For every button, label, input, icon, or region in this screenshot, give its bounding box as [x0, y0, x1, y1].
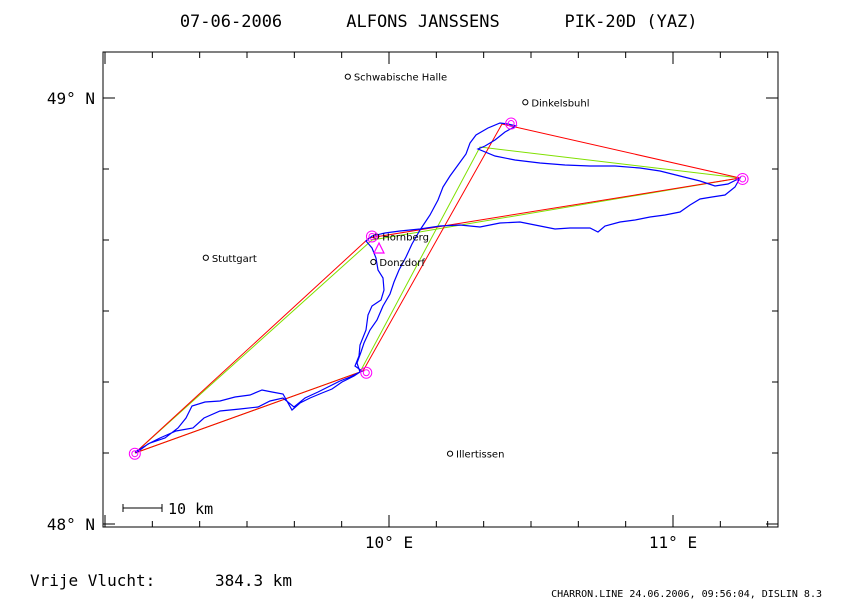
turnpoint-circle-icon: [368, 232, 376, 240]
town-dot-icon: [446, 450, 454, 457]
scale-label: 10 km: [168, 500, 213, 518]
turnpoint-circle-icon: [507, 120, 515, 128]
town-label: Stuttgart: [212, 254, 257, 265]
turnpoint-circle-icon: [365, 230, 378, 243]
town-label: Donzdorf: [379, 258, 425, 269]
lon-label-11: 11° E: [649, 533, 697, 552]
turnpoint-markers: [128, 117, 749, 460]
town-label: Hornberg: [382, 232, 429, 243]
distance-label: Vrije Vlucht:: [30, 571, 155, 590]
turnpoint-circle-icon: [505, 117, 518, 130]
town-dot-icon: [202, 254, 209, 261]
flight-track: [134, 122, 742, 454]
turnpoint-circle-icon: [360, 366, 373, 379]
map-frame: [102, 51, 779, 528]
town-label: Dinkelsbuhl: [531, 98, 589, 109]
turnpoint-circle-icon: [736, 172, 749, 185]
town-dot-icon: [522, 99, 529, 106]
turnpoint-circle-icon: [131, 450, 139, 458]
town-markers: Schwabische Halle Dinkelsbuhl Hornberg Donz…: [202, 73, 590, 461]
glider-type: PIK-20D (YAZ): [564, 12, 697, 32]
start-triangle-icon: [373, 241, 385, 254]
scale-bar: [122, 504, 163, 512]
town-label: Illertissen: [456, 450, 504, 461]
turnpoint-circle-icon: [739, 175, 747, 183]
credit-text: CHARRON.LINE 24.06.2006, 09:56:04, DISLI…: [551, 589, 822, 600]
distance-value: 384.3 km: [215, 571, 292, 590]
turnpoint-circle-icon: [362, 369, 370, 377]
lat-label-49: 49° N: [47, 89, 95, 108]
pilot-name: ALFONS JANSSENS: [346, 12, 500, 32]
town-dot-icon: [344, 73, 351, 80]
lat-label-48: 48° N: [47, 515, 95, 534]
turnpoint-circle-icon: [128, 447, 141, 460]
town-dot-icon: [373, 233, 380, 240]
task-line-optimized: [134, 123, 741, 454]
axis-ticks: [103, 52, 778, 527]
flight-date: 07-06-2006: [180, 12, 282, 32]
lon-label-10: 10° E: [365, 533, 413, 552]
town-dot-icon: [370, 258, 377, 266]
town-label: Schwabische Halle: [354, 73, 447, 84]
